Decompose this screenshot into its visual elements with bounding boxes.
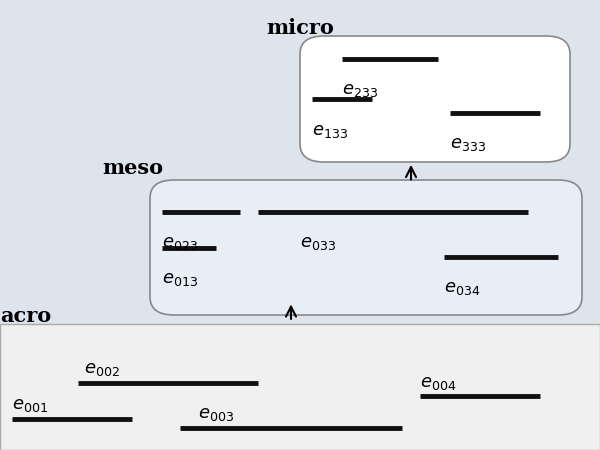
FancyBboxPatch shape [150, 180, 582, 315]
Text: micro: micro [266, 18, 334, 38]
Text: acro: acro [0, 306, 51, 326]
Text: $e_{004}$: $e_{004}$ [420, 374, 457, 392]
Text: $e_{001}$: $e_{001}$ [12, 396, 48, 414]
Text: meso: meso [102, 158, 163, 177]
Text: $e_{133}$: $e_{133}$ [312, 122, 348, 140]
Text: $e_{003}$: $e_{003}$ [198, 405, 234, 423]
Bar [0, 324, 600, 450]
Text: $e_{033}$: $e_{033}$ [300, 234, 336, 252]
FancyBboxPatch shape [300, 36, 570, 162]
Text: $e_{233}$: $e_{233}$ [342, 81, 378, 99]
Text: $e_{013}$: $e_{013}$ [162, 270, 198, 288]
Text: $e_{023}$: $e_{023}$ [162, 234, 198, 252]
Text: $e_{002}$: $e_{002}$ [84, 360, 120, 378]
Text: $e_{034}$: $e_{034}$ [444, 279, 481, 297]
Text: $e_{333}$: $e_{333}$ [450, 135, 486, 153]
